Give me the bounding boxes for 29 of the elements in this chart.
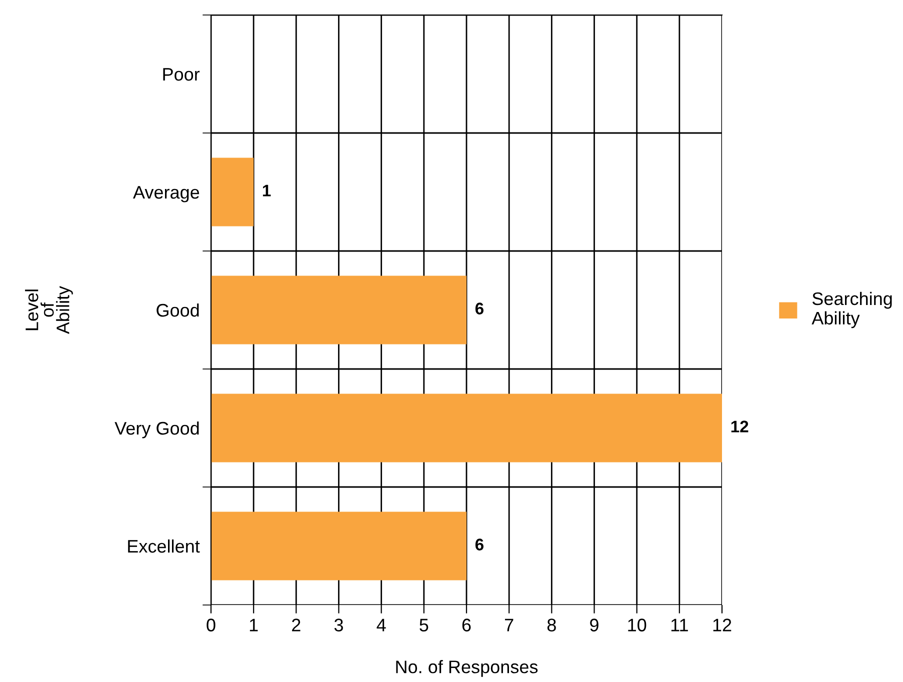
x-tick-label: 7 — [504, 618, 514, 632]
legend-label: Searching Ability — [812, 292, 892, 328]
x-tick-label: 11 — [671, 618, 688, 632]
data-label: 6 — [475, 538, 484, 550]
y-tick-label: Very Good — [114, 421, 199, 438]
y-tick-label: Excellent — [128, 539, 200, 553]
bar — [211, 276, 466, 344]
x-tick-label: 10 — [628, 618, 646, 632]
y-tick-label: Poor — [163, 68, 200, 81]
x-tick-label: 6 — [462, 618, 471, 632]
y-axis-title: Level of Ability — [25, 286, 73, 334]
bar — [211, 394, 722, 462]
data-label: 1 — [262, 184, 271, 196]
y-tick-label: Average — [132, 186, 200, 202]
x-tick-label: 8 — [547, 618, 556, 632]
x-tick-label: 1 — [250, 618, 258, 632]
data-label: 6 — [475, 302, 484, 314]
x-tick-label: 9 — [590, 618, 598, 632]
bar — [211, 512, 466, 580]
bar — [211, 158, 254, 226]
y-tick-label: Good — [156, 303, 199, 317]
x-tick-label: 12 — [713, 618, 732, 632]
x-tick-label: 3 — [334, 618, 343, 632]
data-label: 12 — [731, 420, 748, 432]
x-tick-label: 0 — [206, 618, 216, 632]
x-tick-label: 5 — [420, 618, 428, 632]
x-axis-title: No. of Responses — [396, 660, 538, 677]
x-tick-label: 4 — [376, 618, 386, 632]
x-tick-label: 2 — [292, 618, 300, 632]
